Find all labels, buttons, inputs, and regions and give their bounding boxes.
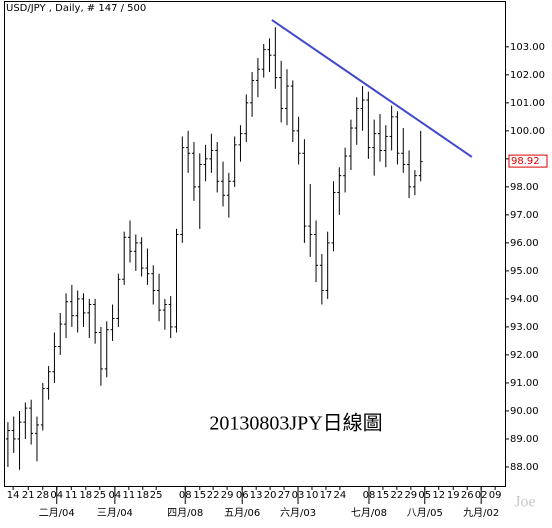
month-label: 五月/06 xyxy=(224,507,260,519)
watermark: Joe xyxy=(514,494,535,511)
y-tick-label: 90.00 xyxy=(510,406,539,417)
y-tick-label: 88.00 xyxy=(510,462,539,473)
x-tick-label: 09 xyxy=(489,490,502,501)
x-tick-label: 28 xyxy=(36,490,49,501)
y-tick-label: 93.00 xyxy=(510,322,539,333)
chart-title: USD/JPY , Daily, # 147 / 500 xyxy=(6,3,146,14)
x-tick-label: 21 xyxy=(22,490,35,501)
x-tick-label: 19 xyxy=(447,490,460,501)
y-tick-label: 98.00 xyxy=(510,182,539,193)
x-tick-label: 17 xyxy=(320,490,333,501)
y-tick-label: 97.00 xyxy=(510,210,539,221)
month-label: 六月/03 xyxy=(280,507,316,519)
x-tick-label: 22 xyxy=(207,490,220,501)
x-tick-label: 13 xyxy=(250,490,263,501)
y-tick-label: 91.00 xyxy=(510,378,539,389)
x-tick-label: 25 xyxy=(93,490,106,501)
annotation: 20130803JPY日線圖 xyxy=(209,412,382,435)
x-tick-label: 14 xyxy=(7,490,20,501)
x-tick-label: 25 xyxy=(150,490,163,501)
y-tick-label: 89.00 xyxy=(510,434,539,445)
y-tick-label: 103.00 xyxy=(510,42,545,53)
y-tick-label: 100.00 xyxy=(510,126,545,137)
x-tick-label: 26 xyxy=(461,490,474,501)
month-label: 八月/05 xyxy=(407,507,443,519)
x-tick-label: 11 xyxy=(122,490,135,501)
x-tick-label: 27 xyxy=(278,490,291,501)
month-label: 九月/02 xyxy=(463,507,499,519)
y-tick-label: 101.00 xyxy=(510,98,545,109)
y-tick-label: 96.00 xyxy=(510,238,539,249)
y-tick-label: 94.00 xyxy=(510,294,539,305)
x-tick-label: 29 xyxy=(221,490,234,501)
x-tick-label: 18 xyxy=(136,490,149,501)
plot-frame xyxy=(4,1,506,487)
x-tick-label: 10 xyxy=(306,490,319,501)
y-tick-label: 92.00 xyxy=(510,350,539,361)
month-label: 七月/08 xyxy=(351,507,387,519)
x-tick-label: 12 xyxy=(432,490,445,501)
month-label: 二月/04 xyxy=(39,507,75,519)
y-tick-label: 95.00 xyxy=(510,266,539,277)
x-tick-label: 20 xyxy=(264,490,277,501)
month-label: 三月/04 xyxy=(97,507,133,519)
x-tick-label: 18 xyxy=(79,490,92,501)
x-tick-label: 22 xyxy=(390,490,403,501)
x-tick-label: 29 xyxy=(404,490,417,501)
last-price-box xyxy=(508,154,548,168)
x-tick-label: 15 xyxy=(377,490,390,501)
x-tick-label: 15 xyxy=(193,490,206,501)
x-tick-label: 11 xyxy=(65,490,78,501)
trendline xyxy=(271,19,473,158)
x-tick-label: 24 xyxy=(334,490,347,501)
y-tick-label: 102.00 xyxy=(510,70,545,81)
last-price-label: 98.92 xyxy=(511,156,540,167)
month-label: 四月/08 xyxy=(167,507,203,519)
